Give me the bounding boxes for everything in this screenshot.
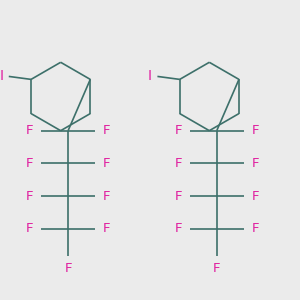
Text: F: F <box>103 190 110 202</box>
Text: F: F <box>103 157 110 170</box>
Text: F: F <box>103 222 110 235</box>
Text: F: F <box>26 222 33 235</box>
Text: F: F <box>175 157 182 170</box>
Text: I: I <box>148 69 152 83</box>
Text: I: I <box>0 69 3 83</box>
Text: F: F <box>103 124 110 137</box>
Text: F: F <box>175 190 182 202</box>
Text: F: F <box>26 157 33 170</box>
Text: F: F <box>251 222 259 235</box>
Text: F: F <box>26 124 33 137</box>
Text: F: F <box>251 157 259 170</box>
Text: F: F <box>213 262 220 275</box>
Text: F: F <box>175 222 182 235</box>
Text: F: F <box>26 190 33 202</box>
Text: F: F <box>175 124 182 137</box>
Text: F: F <box>251 124 259 137</box>
Text: F: F <box>64 262 72 275</box>
Text: F: F <box>251 190 259 202</box>
